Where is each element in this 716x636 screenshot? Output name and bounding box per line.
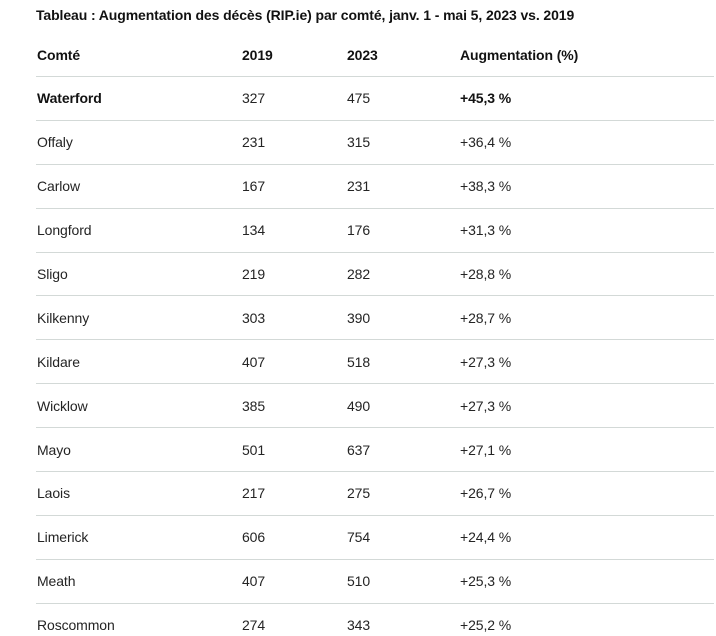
- county-cell: Wicklow: [37, 397, 88, 414]
- county-cell: Sligo: [37, 266, 68, 282]
- deaths-2019-cell: 274: [242, 617, 266, 634]
- increase-cell: +28,7 %: [460, 309, 512, 326]
- deaths-2019-cell: 327: [242, 90, 266, 107]
- table-title: Tableau : Augmentation des décès (RIP.ie…: [36, 7, 575, 23]
- increase-cell: +38,3 %: [460, 178, 512, 195]
- deaths-2023-cell: 518: [347, 353, 371, 370]
- increase-cell: +27,3 %: [460, 353, 512, 370]
- column-header-increase: Augmentation (%): [460, 47, 579, 63]
- deaths-2019-cell: 385: [242, 397, 266, 414]
- table-row: Meath 407 510 +25,3 %: [36, 560, 714, 604]
- table-header-row: Comté 2019 2023 Augmentation (%): [36, 23, 714, 77]
- deaths-2019-cell: 303: [242, 309, 266, 326]
- deaths-2023-cell: 390: [347, 309, 371, 326]
- increase-cell: +45,3 %: [460, 90, 512, 107]
- county-cell: Limerick: [37, 529, 89, 546]
- increase-cell: +25,2 %: [460, 617, 512, 634]
- table-row: Sligo 219 282 +28,8 %: [36, 253, 714, 297]
- increase-cell: +31,3 %: [460, 222, 512, 239]
- table-row: Kilkenny 303 390 +28,7 %: [36, 296, 714, 341]
- county-cell: Carlow: [37, 178, 80, 195]
- table-row: Waterford 327 475 +45,3 %: [36, 77, 714, 121]
- county-cell: Laois: [37, 485, 70, 502]
- column-header-2023: 2023: [347, 47, 378, 63]
- increase-cell: +27,3 %: [460, 397, 512, 414]
- table-row: Wicklow 385 490 +27,3 %: [36, 384, 714, 429]
- county-cell: Meath: [37, 573, 76, 590]
- increase-cell: +27,1 %: [460, 441, 512, 458]
- deaths-2023-cell: 315: [347, 134, 371, 151]
- table-row: Offaly 231 315 +36,4 %: [36, 121, 714, 165]
- deaths-2023-cell: 282: [347, 266, 371, 282]
- county-cell: Kildare: [37, 353, 80, 370]
- deaths-2023-cell: 637: [347, 441, 371, 458]
- table-row: Kildare 407 518 +27,3 %: [36, 340, 714, 385]
- county-cell: Offaly: [37, 134, 73, 151]
- column-header-county: Comté: [37, 47, 81, 63]
- table-row: Laois 217 275 +26,7 %: [36, 472, 714, 516]
- deaths-2019-cell: 501: [242, 441, 266, 458]
- deaths-2023-cell: 275: [347, 485, 371, 502]
- county-cell: Longford: [37, 222, 92, 239]
- deaths-2023-cell: 231: [347, 178, 371, 195]
- county-cell: Roscommon: [37, 617, 115, 634]
- table-body: Waterford 327 475 +45,3 % Offaly 231 315…: [36, 77, 714, 636]
- deaths-2019-cell: 167: [242, 178, 266, 195]
- increase-cell: +26,7 %: [460, 485, 512, 502]
- deaths-2019-cell: 217: [242, 485, 266, 502]
- deaths-2023-cell: 343: [347, 617, 371, 634]
- table-row: Roscommon 274 343 +25,2 %: [36, 604, 714, 636]
- deaths-2023-cell: 510: [347, 573, 371, 590]
- table-row: Limerick 606 754 +24,4 %: [36, 516, 714, 560]
- county-cell: Mayo: [37, 441, 71, 458]
- deaths-2019-cell: 606: [242, 529, 266, 546]
- deaths-2019-cell: 134: [242, 222, 266, 239]
- column-header-2019: 2019: [242, 47, 273, 63]
- increase-cell: +36,4 %: [460, 134, 512, 151]
- deaths-2019-cell: 219: [242, 266, 266, 282]
- deaths-2023-cell: 754: [347, 529, 371, 546]
- deaths-2019-cell: 231: [242, 134, 266, 151]
- county-cell: Kilkenny: [37, 309, 90, 326]
- deaths-2023-cell: 475: [347, 90, 371, 107]
- table-row: Carlow 167 231 +38,3 %: [36, 165, 714, 209]
- increase-cell: +28,8 %: [460, 266, 512, 282]
- deaths-2019-cell: 407: [242, 573, 266, 590]
- increase-cell: +25,3 %: [460, 573, 512, 590]
- table-row: Longford 134 176 +31,3 %: [36, 209, 714, 253]
- deaths-2023-cell: 490: [347, 397, 371, 414]
- deaths-2019-cell: 407: [242, 353, 266, 370]
- table-row: Mayo 501 637 +27,1 %: [36, 428, 714, 473]
- county-cell: Waterford: [37, 90, 102, 107]
- deaths-2023-cell: 176: [347, 222, 371, 239]
- increase-cell: +24,4 %: [460, 529, 512, 546]
